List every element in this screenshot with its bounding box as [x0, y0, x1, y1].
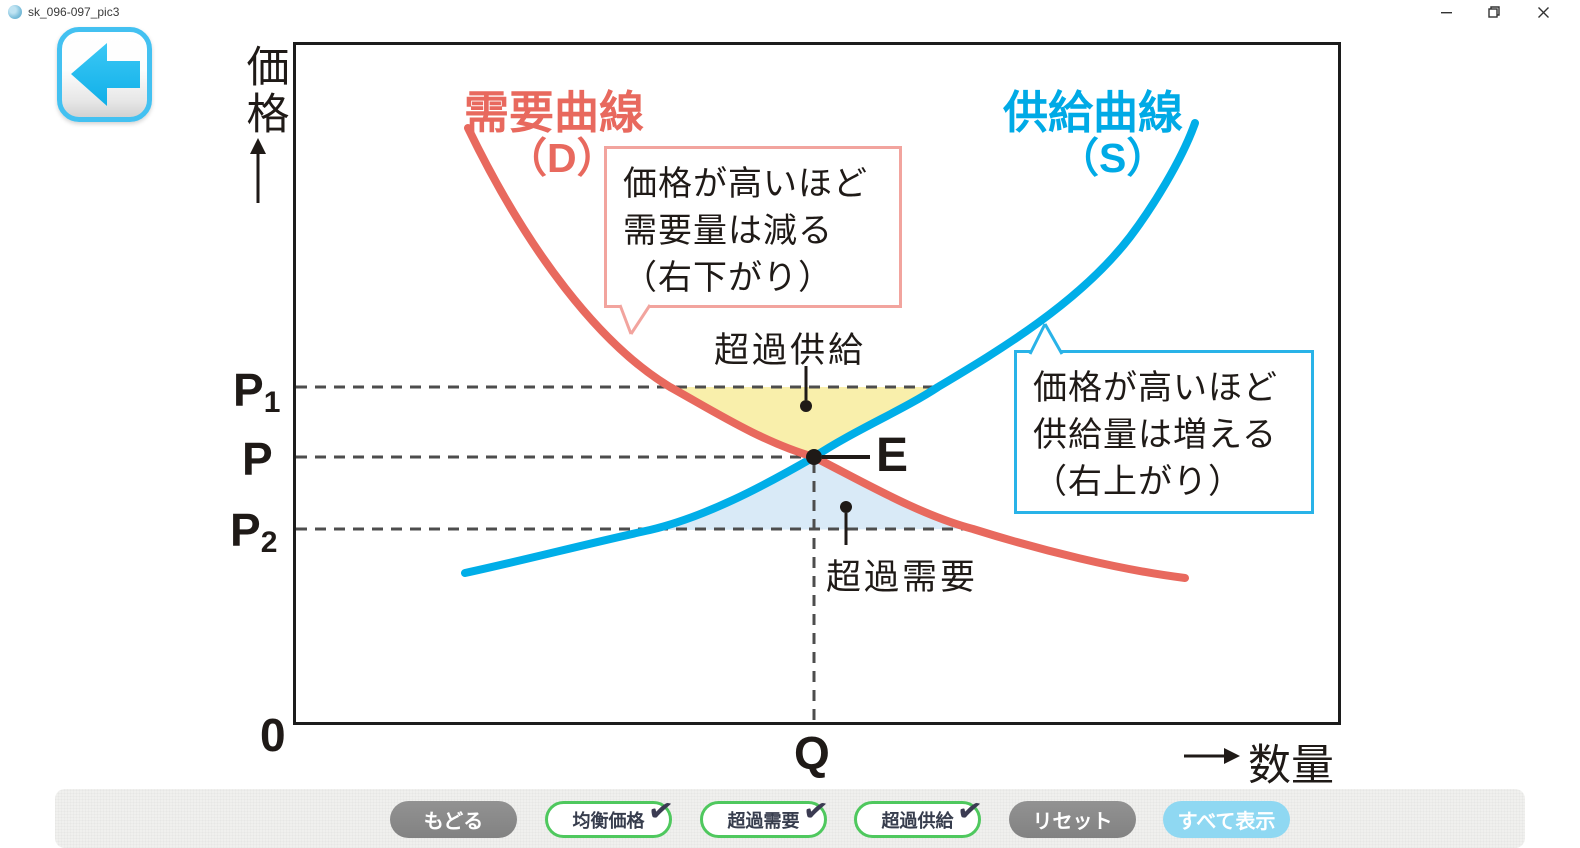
app-icon — [8, 5, 22, 19]
reset-button[interactable]: リセット — [1009, 801, 1136, 838]
supply-callout-line3: （右上がり） — [1033, 462, 1243, 501]
supply-callout-line2: 供給量は増える — [1033, 415, 1277, 454]
origin-label: 0 — [260, 709, 286, 761]
supply-callout-line1: 価格が高いほど — [1033, 369, 1278, 407]
excess-supply-label: 超過供給 — [714, 331, 867, 370]
y-axis-arrow — [250, 138, 266, 203]
p2-main: P — [230, 504, 261, 556]
excess-demand-label: 超過需要 — [826, 558, 979, 597]
check-icon: ✔ — [954, 793, 985, 830]
excess-supply-toggle-label: 超過供給 — [881, 810, 954, 831]
demand-callout-line3: （右下がり） — [623, 258, 833, 297]
p-main: P — [242, 433, 273, 485]
p1-main: P — [233, 364, 264, 416]
p2-tick-label: P2 — [230, 503, 277, 560]
left-arrow-icon — [71, 43, 140, 106]
p2-sub: 2 — [260, 526, 278, 559]
equilibrium-price-toggle[interactable]: 均衡価格 ✔ — [545, 793, 675, 838]
window-title: sk_096-097_pic3 — [28, 5, 120, 19]
p-tick-label: P — [242, 432, 273, 489]
equilibrium-label: E — [876, 429, 909, 482]
demand-callout: 価格が高いほど 需要量は減る （右下がり） — [604, 146, 902, 308]
p1-sub: 1 — [263, 386, 281, 419]
q-tick-label: Q — [794, 727, 830, 779]
close-icon — [1537, 6, 1549, 18]
toolbar: もどる 均衡価格 ✔ 超過需要 ✔ 超過供給 ✔ リセット すべて表示 — [55, 789, 1525, 848]
supply-curve-symbol: （S） — [1058, 135, 1168, 181]
excess-demand-toggle-label: 超過需要 — [727, 810, 800, 831]
restore-button[interactable] — [1477, 0, 1511, 24]
minimize-icon — [1440, 11, 1452, 13]
x-axis-arrow — [1184, 748, 1240, 764]
check-icon: ✔ — [800, 793, 831, 830]
demand-callout-line2: 需要量は減る — [623, 211, 833, 250]
check-icon: ✔ — [645, 793, 676, 830]
demand-callout-line1: 価格が高いほど — [623, 165, 868, 203]
excess-demand-toggle[interactable]: 超過需要 ✔ — [700, 793, 830, 838]
close-button[interactable] — [1526, 0, 1560, 24]
titlebar: sk_096-097_pic3 — [0, 0, 1580, 24]
excess-supply-toggle[interactable]: 超過供給 ✔ — [854, 793, 984, 838]
restore-icon — [1488, 6, 1500, 18]
minimize-button[interactable] — [1429, 0, 1463, 24]
back-button[interactable]: もどる — [390, 801, 517, 838]
supply-callout: 価格が高いほど 供給量は増える （右上がり） — [1014, 350, 1314, 514]
x-axis-label: 数量 — [1248, 742, 1334, 790]
equilibrium-price-label: 均衡価格 — [572, 810, 645, 831]
show-all-button[interactable]: すべて表示 — [1163, 801, 1290, 838]
back-nav-button[interactable] — [57, 27, 152, 122]
demand-curve-symbol: （D） — [506, 135, 618, 181]
y-axis-label: 価格 — [240, 44, 288, 138]
p1-tick-label: P1 — [233, 363, 280, 420]
